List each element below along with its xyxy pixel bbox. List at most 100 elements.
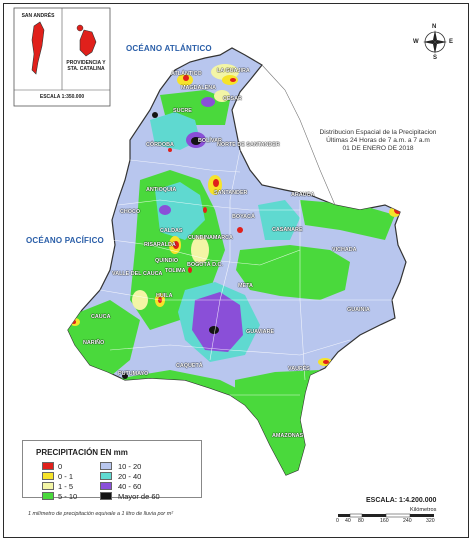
zone-red-5: [394, 206, 402, 214]
legend-label: 0: [58, 462, 63, 471]
dept-label: AMAZONAS: [272, 433, 304, 439]
compass-w: W: [413, 39, 419, 45]
scale-label: ESCALA: 1:4.200.000: [366, 497, 437, 504]
dept-label: VALLE DEL CAUCA: [112, 271, 163, 277]
legend-note: 1 milímetro de precipitación equivale a …: [28, 511, 174, 517]
dept-label: CALDAS: [160, 228, 183, 234]
legend-title: PRECIPITACIÓN EN mm: [36, 448, 128, 457]
legend-label: 5 - 10: [58, 492, 78, 501]
zone-red-10: [237, 227, 243, 233]
scale-tick: 160: [380, 518, 389, 524]
zone-red-8: [213, 179, 219, 187]
ocean-label-pacific: OCÉANO PACÍFICO: [26, 236, 104, 245]
compass-s: S: [433, 55, 438, 61]
zone-black-guaviare: [209, 326, 219, 334]
compass-n: N: [432, 24, 437, 30]
zone-black-bolivar: [191, 137, 201, 145]
zone-purple-guaviare: [192, 292, 243, 352]
map-title-line2: Últimas 24 Horas de 7 a.m. a 7 a.m: [326, 137, 430, 144]
scale-tick: 0: [336, 518, 339, 524]
map-title-line3: 01 DE ENERO DE 2018: [342, 145, 414, 152]
dept-label: BOLÍVAR: [198, 138, 222, 144]
dept-label: NARIÑO: [83, 340, 105, 346]
dept-label: BOYACÁ: [232, 214, 255, 220]
department-boundaries: [99, 149, 395, 396]
scale-tick: 240: [403, 518, 412, 524]
zone-black-putumayo: [122, 373, 128, 379]
zone-pale-cauca: [132, 290, 148, 310]
zone-red-2: [230, 78, 236, 82]
dept-label: BOGOTÁ D.C.: [187, 262, 223, 268]
map-title-block: Distribucion Espacial de la Precipitacio…: [293, 129, 463, 153]
map-title-line1: Distribucion Espacial de la Precipitacio…: [319, 129, 437, 136]
legend-swatch: [42, 492, 54, 500]
zone-red-11: [168, 148, 172, 152]
santa-catalina-island: [76, 24, 84, 32]
zone-green-amazonas: [235, 370, 330, 475]
dept-label: PUTUMAYO: [118, 371, 149, 377]
zone-red-6: [323, 360, 329, 364]
providencia-island: [79, 29, 97, 57]
dept-label: ANTIOQUIA: [146, 187, 177, 193]
dept-label: META: [238, 283, 253, 289]
dept-label: CESAR: [223, 96, 242, 102]
san-andres-island: [31, 21, 45, 75]
legend-swatch: [42, 462, 54, 470]
dept-label: GUAINIA: [347, 307, 370, 313]
dept-label: VICHADA: [332, 247, 357, 253]
scale-tick: 80: [358, 518, 364, 524]
legend-swatch: [100, 472, 112, 480]
ocean-label-atlantic: OCÉANO ATLÁNTICO: [126, 44, 212, 53]
map-frame: [3, 3, 469, 538]
zone-cyan-center: [155, 182, 205, 240]
legend-swatch: [42, 482, 54, 490]
dept-label: VAUPÉS: [288, 366, 310, 372]
zone-purple-antioquia: [159, 205, 171, 215]
legend-label: 1 - 5: [58, 482, 74, 491]
legend-swatch: [100, 482, 112, 490]
dept-label: MAGDALENA: [181, 85, 217, 91]
legend-swatch: [100, 492, 112, 500]
dept-label: CHOCO: [120, 209, 141, 215]
scale-bar: [338, 513, 434, 518]
zone-green-llanos: [300, 200, 395, 240]
legend-label: Mayor de 60: [118, 492, 160, 501]
dept-label: NORTE DE SANTANDER: [217, 142, 280, 148]
dept-label: SANTANDER: [214, 190, 248, 196]
legend-label: 40 - 60: [118, 482, 142, 491]
precipitation-zones: [68, 64, 402, 475]
dept-label: ATLÁNTICO: [171, 71, 202, 77]
zone-red-3: [173, 241, 179, 249]
zone-purple-north: [201, 97, 215, 107]
dept-label: CASANARE: [272, 227, 303, 233]
inset-label-scale: ESCALA 1:350.000: [39, 94, 85, 100]
dept-label: CÓRDOBA: [146, 142, 174, 148]
dept-label: SUCRE: [173, 108, 192, 114]
zone-red-12: [203, 207, 207, 213]
zone-red-9: [188, 267, 192, 273]
scale-tick: 320: [426, 518, 435, 524]
dept-label: CAUCA: [91, 314, 111, 320]
legend-label: 10 - 20: [118, 462, 142, 471]
inset-label-providencia: PROVIDENCIA Y STA. CATALINA: [66, 60, 106, 72]
dept-label: TOLIMA: [165, 268, 186, 274]
dept-label: RISARALDA: [144, 242, 176, 248]
zone-pale-cesar: [214, 90, 230, 102]
legend-swatch: [100, 462, 112, 470]
compass-rose-icon: [423, 30, 447, 54]
inset-label-san-andres: SAN ANDRÉS: [21, 13, 55, 19]
dept-label: ARAUCA: [291, 192, 315, 198]
scale-unit: Kilómetros: [410, 507, 437, 513]
dept-label: CAQUETÁ: [176, 363, 203, 369]
inset-islands: [13, 7, 111, 107]
legend-label: 0 - 1: [58, 472, 74, 481]
legend-swatch: [42, 472, 54, 480]
dept-label: HUILA: [156, 293, 173, 299]
zone-green-orinoquia: [236, 245, 350, 300]
zone-red-1: [183, 75, 189, 81]
dept-label: QUINDIO: [155, 258, 179, 264]
zone-pale-andes: [191, 236, 209, 264]
zone-black-cordoba: [152, 112, 158, 118]
